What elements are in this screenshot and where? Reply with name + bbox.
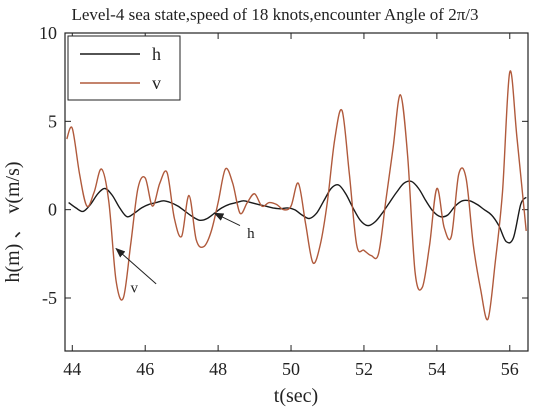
annotation-label-v: v <box>131 281 139 297</box>
annotation-arrow-h <box>213 212 241 227</box>
legend-label-v: v <box>152 73 161 93</box>
x-tick-label: 46 <box>136 359 154 379</box>
chart-title: Level-4 sea state,speed of 18 knots,enco… <box>71 5 478 24</box>
series-line-h <box>68 180 527 244</box>
x-tick-label: 56 <box>501 359 519 379</box>
x-tick-label: 44 <box>63 359 81 379</box>
annotation-label-h: h <box>247 226 255 242</box>
x-tick-label: 48 <box>209 359 227 379</box>
x-tick-label: 54 <box>428 359 446 379</box>
annotation-arrow-v <box>115 247 157 285</box>
y-axis-label: h(m) 、 v(m/s) <box>2 161 24 282</box>
y-tick-label: 5 <box>48 111 57 131</box>
x-axis-label: t(sec) <box>274 385 318 407</box>
x-tick-label: 52 <box>355 359 373 379</box>
x-tick-label: 50 <box>282 359 300 379</box>
axis-ticks: 44 46 48 50 52 54 56 -5 0 5 10 <box>39 23 528 379</box>
series-line-v <box>66 70 527 321</box>
legend-box <box>67 35 181 101</box>
y-tick-label: 10 <box>39 23 57 43</box>
legend-label-h: h <box>152 44 161 64</box>
annotations: hv <box>115 212 255 297</box>
y-tick-label: 0 <box>48 200 57 220</box>
legend: h v <box>67 35 181 101</box>
series-layer <box>66 70 527 321</box>
y-tick-label: -5 <box>42 288 57 308</box>
